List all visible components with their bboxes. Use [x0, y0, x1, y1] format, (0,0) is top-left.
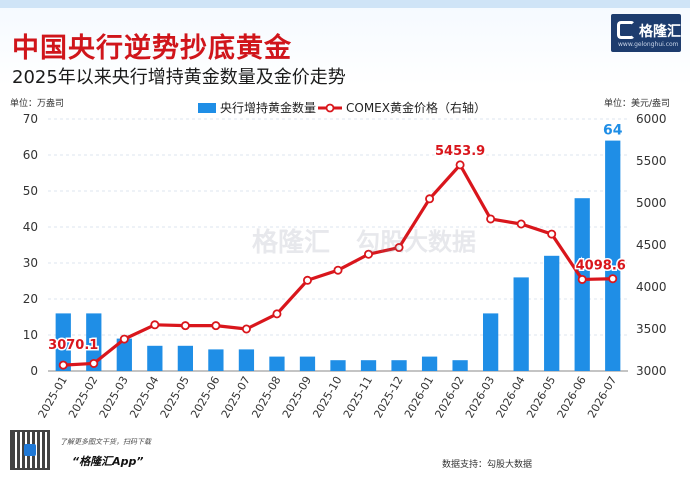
data-label: 4098.6 [576, 259, 626, 274]
data-label: 5453.9 [435, 144, 485, 159]
bar [544, 255, 560, 371]
bar [177, 345, 193, 371]
price-point [180, 321, 190, 331]
x-tick-label: 2026-01 [402, 374, 436, 420]
legend-bar-label: 央行增持黄金数量 [220, 100, 316, 115]
right-axis-unit: 单位：美元/盎司 [604, 99, 671, 109]
x-tick-label: 2026-06 [555, 374, 589, 420]
price-point [425, 194, 435, 204]
price-point [58, 360, 68, 370]
price-point [547, 229, 557, 239]
x-tick-label: 2025-09 [280, 374, 314, 420]
bar [238, 349, 255, 371]
price-point [516, 219, 526, 229]
watermark-right: 勾股大数据 [356, 228, 476, 256]
top-bar [0, 0, 690, 8]
left-tick-label: 40 [23, 220, 38, 234]
right-tick-label: 4000 [636, 280, 667, 294]
left-tick-label: 0 [30, 364, 38, 378]
x-tick-label: 2025-07 [219, 374, 253, 420]
x-tick-label: 2025-11 [341, 374, 375, 420]
price-point [486, 214, 496, 224]
logo-g-icon [617, 21, 635, 39]
data-label: 64 [603, 123, 623, 139]
bar [299, 356, 316, 371]
logo-url: www.gelonghui.com [618, 41, 679, 48]
bar [330, 360, 346, 371]
price-point [150, 320, 160, 330]
price-point [455, 160, 465, 170]
chart-subtitle: 2025年以来央行增持黄金数量及金价走势 [12, 67, 346, 88]
bar [452, 360, 468, 371]
legend-line-marker [325, 103, 335, 113]
left-tick-label: 10 [23, 328, 38, 342]
price-point [89, 358, 99, 368]
right-tick-label: 3000 [636, 364, 667, 378]
bar [605, 140, 621, 371]
data-source: 数据支持：勾股大数据 [442, 460, 533, 470]
right-tick-label: 5000 [636, 196, 667, 210]
x-tick-label: 2025-04 [127, 374, 161, 420]
bar [55, 313, 71, 371]
qr-logo-icon [24, 444, 36, 456]
x-tick-label: 2025-03 [97, 374, 131, 420]
left-tick-label: 20 [23, 292, 38, 306]
x-tick-label: 2025-06 [188, 374, 222, 420]
x-tick-label: 2025-12 [371, 374, 405, 420]
x-tick-label: 2026-07 [585, 374, 619, 420]
legend-line-label: COMEX黄金价格（右轴） [346, 100, 486, 115]
right-tick-label: 5500 [636, 154, 667, 168]
price-point [302, 275, 312, 285]
right-tick-label: 3500 [636, 322, 667, 336]
price-point [241, 324, 251, 334]
left-axis-unit: 单位：万盎司 [10, 99, 65, 109]
download-hint: 了解更多图文干货，扫码下载 [60, 438, 151, 446]
legend-bar-swatch [198, 103, 216, 113]
price-point [577, 274, 587, 284]
bar [360, 360, 377, 371]
bar [421, 356, 438, 371]
price-point [333, 265, 343, 275]
x-tick-label: 2025-08 [249, 374, 283, 420]
bar [147, 345, 163, 371]
bar [391, 360, 407, 371]
price-point [211, 321, 221, 331]
x-tick-label: 2026-02 [432, 374, 466, 420]
bar [86, 313, 102, 371]
watermark-left: 格隆汇 [252, 228, 331, 258]
x-tick-label: 2026-03 [463, 374, 497, 420]
left-tick-label: 30 [23, 256, 38, 270]
bar [116, 338, 132, 371]
brand-logo: 格隆汇 www.gelonghui.com [611, 14, 681, 52]
x-tick-label: 2025-05 [158, 374, 192, 420]
right-tick-label: 4500 [636, 238, 667, 252]
chart-title: 中国央行逆势抄底黄金 [12, 33, 292, 64]
x-tick-label: 2025-02 [66, 374, 100, 420]
price-point [272, 309, 282, 319]
bar [574, 198, 590, 371]
left-tick-label: 70 [23, 112, 38, 126]
price-point [119, 334, 129, 344]
x-tick-label: 2026-05 [524, 374, 558, 420]
left-tick-label: 60 [23, 148, 38, 162]
price-point [394, 243, 404, 253]
logo-name: 格隆汇 [639, 24, 681, 40]
bar [269, 356, 285, 371]
bar [483, 313, 499, 371]
right-tick-label: 6000 [636, 112, 667, 126]
bar [208, 349, 224, 371]
left-tick-label: 50 [23, 184, 38, 198]
data-label: 3070.1 [48, 338, 98, 353]
price-point [364, 249, 374, 259]
x-tick-label: 2025-10 [310, 374, 344, 420]
price-point [608, 274, 618, 284]
app-name: “格隆汇App” [72, 455, 144, 468]
x-tick-label: 2026-04 [494, 374, 528, 420]
x-tick-label: 2025-01 [36, 374, 70, 420]
bar [513, 277, 529, 371]
